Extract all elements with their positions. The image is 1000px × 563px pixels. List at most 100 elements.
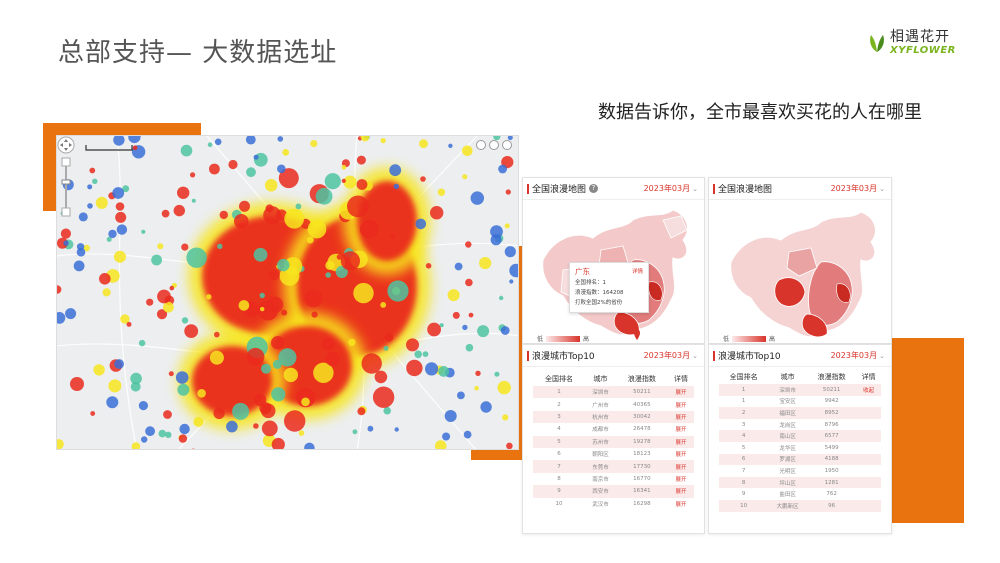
- table-row[interactable]: 8 坪山区 1281: [719, 476, 881, 489]
- table-row[interactable]: 9 西安市 16341 展开: [533, 485, 694, 498]
- heat-blob: [477, 325, 490, 338]
- table-row[interactable]: 3 龙岗区 8796: [719, 419, 881, 431]
- left-map-date-select[interactable]: 2023年03月 ⌄: [644, 183, 698, 194]
- table-row[interactable]: 2 福田区 8952: [719, 407, 881, 419]
- heat-blob: [87, 203, 93, 209]
- heat-blob: [462, 174, 468, 180]
- cell-action[interactable]: 展开: [667, 460, 694, 473]
- heat-blob: [253, 423, 259, 429]
- table-row[interactable]: 4 南山区 6577: [719, 430, 881, 442]
- table-row[interactable]: 5 龙华区 5499: [719, 442, 881, 454]
- heat-blob: [261, 363, 271, 374]
- heat-blob: [73, 260, 85, 272]
- table-row[interactable]: 1 深圳市 50211 展开: [533, 386, 694, 399]
- legend-low-label: 低: [723, 336, 730, 343]
- heat-blob: [126, 321, 132, 327]
- heat-blob: [260, 306, 265, 312]
- heat-blob: [141, 436, 148, 443]
- heat-core: [357, 181, 417, 261]
- map-locate-icon[interactable]: [489, 140, 499, 150]
- cell-action[interactable]: 展开: [675, 402, 687, 409]
- right-rank-table: 全国排名 城市 浪漫指数 详情 1 深圳市 50211 收起 1 宝安区 9942 2 福田区 8…: [719, 369, 881, 512]
- table-row[interactable]: 1 宝安区 9942: [719, 396, 881, 408]
- table-row[interactable]: 10 武汉市 16298 展开: [533, 498, 694, 510]
- heat-blob: [214, 331, 220, 338]
- tooltip-detail-link[interactable]: 详情: [631, 269, 643, 275]
- cell-rank: 9: [533, 485, 586, 498]
- heat-blob: [226, 420, 238, 433]
- cell-action[interactable]: 展开: [667, 386, 694, 399]
- table-row[interactable]: 6 罗湖区 4188: [719, 453, 881, 466]
- heat-blob: [267, 296, 284, 313]
- cell-index: 96: [807, 499, 857, 512]
- heat-blob: [246, 347, 265, 366]
- heat-blob: [214, 138, 222, 146]
- map-layer-icon[interactable]: [476, 140, 486, 150]
- right-table-card: 浪漫城市Top10 2023年03月 ⌄ 全国排名 城市 浪漫指数 详情 1 深圳…: [708, 344, 892, 534]
- left-map-date: 2023年03月: [643, 184, 691, 193]
- heat-blob: [452, 311, 460, 319]
- heat-blob: [283, 367, 298, 383]
- col-index: 浪漫指数: [627, 374, 656, 383]
- cell-action[interactable]: 展开: [675, 476, 687, 483]
- table-row[interactable]: 9 盐田区 762: [719, 488, 881, 500]
- heat-blob: [430, 206, 444, 220]
- cell-rank: 5: [533, 435, 586, 448]
- zoom-control-icon[interactable]: [57, 136, 75, 226]
- heat-blob: [277, 164, 286, 174]
- heat-blob: [474, 385, 479, 391]
- heat-blob: [181, 317, 189, 324]
- right-map-date-select[interactable]: 2023年03月 ⌄: [831, 183, 885, 194]
- china-choropleth-right[interactable]: [709, 200, 892, 344]
- heat-blob: [357, 407, 366, 416]
- right-table-date-select[interactable]: 2023年03月 ⌄: [831, 350, 885, 361]
- tooltip-province: 广东: [575, 267, 590, 276]
- table-row[interactable]: 5 苏州市 19278 展开: [533, 435, 694, 448]
- table-row[interactable]: 6 朝阳区 18123 展开: [533, 448, 694, 460]
- col-detail: 详情: [861, 372, 876, 381]
- map-fullscreen-icon[interactable]: [502, 140, 512, 150]
- heat-blob: [206, 294, 212, 300]
- table-row[interactable]: 7 光明区 1950: [719, 465, 881, 477]
- table-row[interactable]: 10 大鹏新区 96: [719, 499, 881, 512]
- cell-action: [856, 407, 881, 419]
- table-row[interactable]: 7 东莞市 17730 展开: [533, 460, 694, 473]
- table-row[interactable]: 4 成都市 26478 展开: [533, 423, 694, 435]
- cell-rank: 1: [533, 386, 586, 399]
- cell-action[interactable]: 展开: [675, 501, 687, 508]
- cell-index: 8952: [807, 407, 857, 419]
- heat-blob: [120, 314, 130, 324]
- table-row[interactable]: 1 深圳市 50211 收起: [719, 384, 881, 396]
- heat-blob: [70, 377, 84, 391]
- left-table-date-select[interactable]: 2023年03月 ⌄: [644, 350, 698, 361]
- heatmap-panel[interactable]: [56, 135, 519, 450]
- cell-city: 杭州市: [585, 410, 616, 424]
- cell-action[interactable]: 展开: [667, 410, 694, 424]
- heat-blob: [301, 397, 310, 407]
- heat-blob: [180, 144, 193, 157]
- cell-action[interactable]: 展开: [675, 427, 687, 434]
- heat-blob: [161, 209, 170, 218]
- cell-action[interactable]: 展开: [675, 452, 687, 459]
- legend-high-label: 高: [769, 336, 776, 343]
- cell-action[interactable]: 展开: [667, 485, 694, 498]
- col-city: 城市: [780, 372, 795, 381]
- cell-action[interactable]: 收起: [856, 384, 881, 396]
- heat-blob: [374, 370, 388, 384]
- heat-blob: [57, 312, 66, 324]
- table-row[interactable]: 8 南京市 16770 展开: [533, 473, 694, 485]
- cell-index: 30042: [615, 410, 668, 424]
- cell-index: 5499: [824, 444, 839, 451]
- help-icon[interactable]: ?: [589, 184, 599, 193]
- cell-index: 16770: [633, 475, 651, 482]
- heat-blob: [509, 263, 518, 278]
- cell-action[interactable]: 展开: [667, 435, 694, 448]
- heat-blob: [106, 236, 112, 242]
- cell-action: [856, 488, 881, 500]
- table-row[interactable]: 2 广州市 40365 展开: [533, 398, 694, 410]
- cell-rank: 10: [555, 500, 563, 507]
- table-row[interactable]: 3 杭州市 30042 展开: [533, 410, 694, 424]
- heat-blob: [356, 179, 368, 190]
- heatmap-canvas[interactable]: [57, 136, 519, 450]
- heat-blob: [384, 332, 394, 342]
